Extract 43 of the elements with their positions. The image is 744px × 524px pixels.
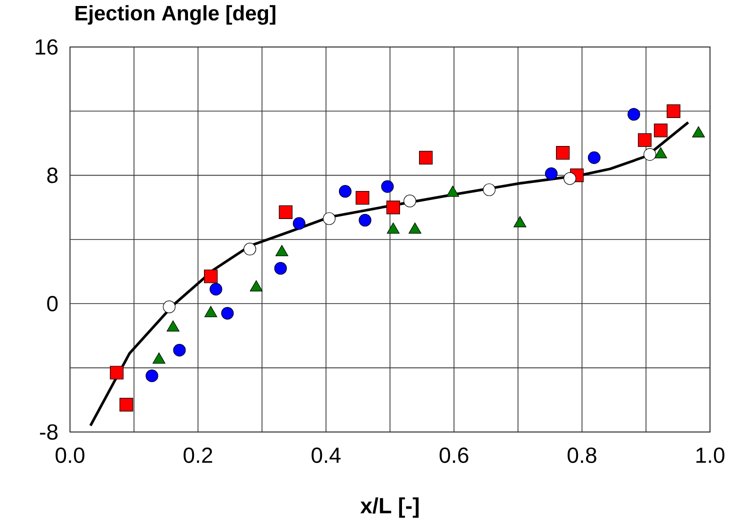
point [666,104,680,118]
x-tick-label: 0.6 [440,447,468,464]
line-series [89,121,690,427]
point [110,366,124,380]
x-tick-label: 0.8 [568,447,596,464]
point [120,398,134,412]
point [644,148,656,161]
point [204,270,218,284]
point [654,124,668,138]
point [221,306,234,320]
y-tick-label: -8 [40,424,58,440]
point [638,133,652,147]
point [358,214,372,227]
x-tick-label: 1.0 [696,447,724,464]
point [278,205,292,220]
point [356,190,370,205]
point [386,200,400,214]
point [244,242,256,256]
point [564,172,576,185]
point [556,146,570,160]
x-tick-label: 0.2 [184,447,212,464]
point [146,370,158,382]
point [588,151,600,164]
point [274,262,287,275]
point [210,282,222,296]
point [162,300,176,314]
point [338,185,352,198]
y-tick-label: 16 [36,39,58,55]
x-tick-label: 0.0 [56,447,84,464]
point [381,180,394,193]
point [419,150,433,164]
point [404,194,416,208]
y-tick-label: 0 [47,296,58,312]
point [628,108,640,121]
y-tick-label: 8 [47,168,58,184]
point [482,183,496,196]
x-axis-title: x/L [-] [360,497,419,518]
chart-title: Ejection Angle [deg] [76,5,276,25]
point [322,212,336,225]
point [173,344,186,356]
x-tick-label: 0.4 [312,447,341,464]
point [544,167,558,180]
point [292,217,306,230]
